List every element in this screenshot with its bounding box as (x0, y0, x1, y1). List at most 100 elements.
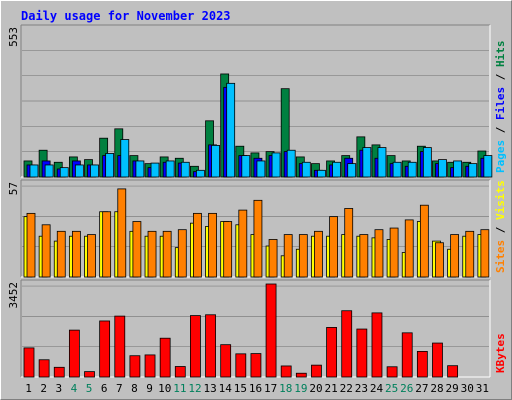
middle-bar-sites-12 (193, 212, 202, 278)
x-tick-label-22: 22 (340, 382, 353, 395)
top-legend: Pages / Files / Hits (494, 41, 507, 174)
top-bar-pages-9 (150, 162, 160, 178)
middle-legend: Sites / Visits (494, 180, 507, 273)
middle-ymax-label: 57 (7, 182, 20, 195)
middle-bar-sites-24 (374, 229, 384, 278)
bottom-bar-kbytes-14 (220, 344, 232, 378)
x-tick-label-6: 6 (101, 382, 108, 395)
middle-bar-sites-8 (132, 221, 142, 278)
x-tick-label-11: 11 (173, 382, 186, 395)
x-tick-label-27: 27 (415, 382, 428, 395)
bottom-bar-kbytes-27 (416, 351, 428, 378)
bottom-bar-kbytes-25 (386, 366, 398, 378)
top-bar-pages-15 (241, 155, 251, 178)
bottom-ymax-label: 3452 (7, 282, 20, 309)
x-tick-label-24: 24 (370, 382, 384, 395)
x-tick-label-26: 26 (400, 382, 413, 395)
legend-part: KBytes (494, 333, 507, 373)
middle-bar-sites-7 (117, 188, 127, 278)
legend-part: Hits (494, 41, 507, 68)
x-tick-label-18: 18 (279, 382, 292, 395)
legend-part: Files (494, 87, 507, 120)
middle-bar-sites-13 (208, 212, 217, 278)
x-tick-label-25: 25 (385, 382, 398, 395)
middle-bar-sites-27 (419, 204, 429, 278)
top-bar-pages-23 (362, 147, 372, 178)
top-bar-pages-7 (120, 139, 130, 178)
top-ymax-label: 553 (7, 27, 20, 47)
middle-bar-sites-6 (102, 211, 112, 278)
top-bar-pages-25 (392, 161, 402, 178)
top-bar-pages-29 (453, 160, 463, 178)
top-bar-pages-1 (29, 164, 39, 178)
middle-bar-sites-26 (404, 219, 414, 278)
top-panel: 553 Pages / Files / Hits (7, 24, 507, 178)
x-tick-label-28: 28 (430, 382, 443, 395)
top-bar-pages-2 (44, 164, 54, 178)
bottom-bar-kbytes-28 (432, 342, 443, 378)
legend-part: / (494, 220, 507, 240)
top-bar-pages-4 (74, 164, 84, 178)
x-tick-label-20: 20 (309, 382, 322, 395)
x-tick-label-30: 30 (461, 382, 474, 395)
x-tick-label-7: 7 (116, 382, 123, 395)
bottom-bar-kbytes-11 (174, 366, 186, 378)
x-tick-label-21: 21 (325, 382, 338, 395)
bottom-bar-kbytes-13 (205, 314, 216, 378)
bottom-bar-kbytes-8 (129, 355, 141, 378)
bottom-legend: KBytes (494, 333, 507, 373)
x-tick-label-15: 15 (234, 382, 247, 395)
bottom-bar-kbytes-21 (326, 327, 337, 378)
bottom-bar-kbytes-20 (311, 364, 322, 378)
bottom-bar-kbytes-7 (114, 315, 126, 378)
middle-panel: 57 Sites / Visits (7, 179, 507, 278)
middle-bar-sites-9 (147, 230, 157, 278)
bottom-bar-kbytes-19 (295, 372, 307, 378)
middle-bar-sites-20 (314, 230, 323, 278)
top-bar-pages-3 (59, 167, 69, 178)
bottom-bar-kbytes-1 (23, 347, 35, 378)
bottom-panel: 3452 KBytes (7, 279, 507, 378)
legend-part: / (494, 120, 507, 140)
top-bar-pages-31 (483, 155, 493, 178)
x-tick-label-23: 23 (355, 382, 368, 395)
top-bar-pages-11 (180, 161, 190, 178)
legend-part: Visits (494, 180, 507, 220)
x-tick-label-31: 31 (476, 382, 489, 395)
top-bar-pages-21 (332, 161, 341, 178)
middle-bar-sites-31 (480, 229, 490, 278)
legend-part: Pages (494, 140, 507, 173)
x-tick-label-2: 2 (40, 382, 47, 395)
top-bar-pages-18 (286, 149, 296, 178)
x-tick-label-16: 16 (249, 382, 262, 395)
x-tick-label-17: 17 (264, 382, 277, 395)
top-bar-pages-6 (105, 153, 115, 178)
middle-bar-sites-17 (268, 239, 278, 278)
top-bar-pages-28 (438, 159, 447, 178)
middle-bar-sites-29 (450, 234, 460, 278)
top-bar-pages-19 (301, 161, 311, 178)
middle-bar-sites-28 (435, 242, 444, 278)
middle-bar-sites-23 (359, 234, 369, 278)
middle-bar-sites-19 (298, 234, 308, 278)
bottom-bar-kbytes-15 (235, 353, 247, 378)
x-tick-label-1: 1 (25, 382, 32, 395)
bottom-bar-kbytes-18 (280, 365, 292, 378)
x-tick-label-5: 5 (86, 382, 93, 395)
middle-bar-sites-14 (223, 221, 233, 278)
middle-bar-sites-2 (41, 224, 51, 278)
middle-bar-sites-15 (238, 209, 248, 278)
top-bar-pages-20 (317, 169, 326, 178)
middle-bar-sites-5 (87, 234, 96, 278)
middle-bar-sites-4 (71, 230, 81, 278)
middle-bar-sites-22 (344, 208, 354, 278)
x-tick-label-29: 29 (446, 382, 459, 395)
middle-bar-sites-18 (283, 234, 293, 278)
x-tick-label-13: 13 (203, 382, 216, 395)
bottom-bar-kbytes-23 (356, 328, 368, 378)
middle-bar-sites-21 (329, 216, 338, 278)
bottom-bar-kbytes-3 (53, 366, 65, 378)
x-tick-label-14: 14 (219, 382, 233, 395)
